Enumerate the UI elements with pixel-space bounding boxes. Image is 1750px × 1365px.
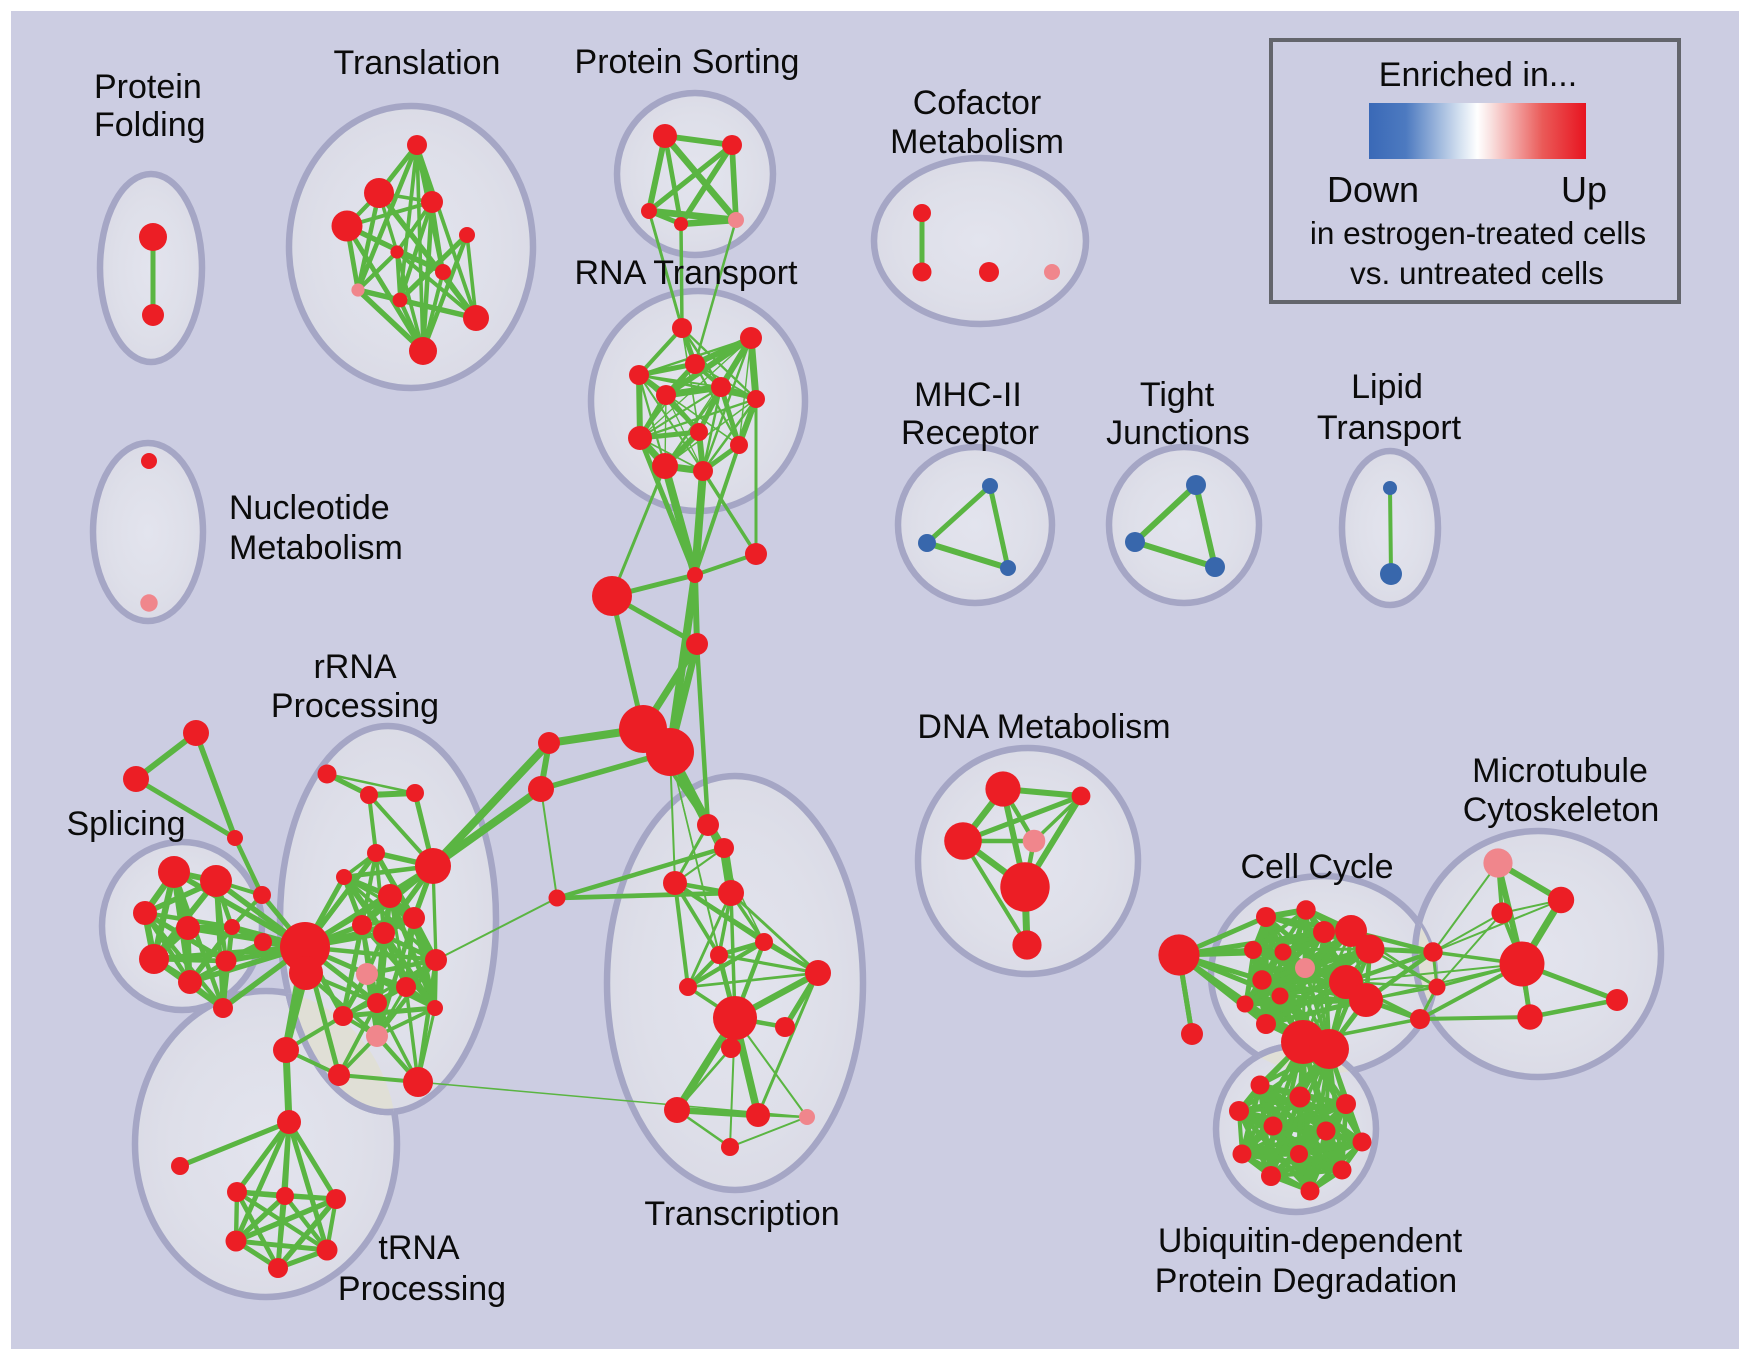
svg-text:rRNA: rRNA (313, 648, 396, 686)
svg-text:Protein Degradation: Protein Degradation (1155, 1262, 1457, 1300)
svg-text:Up: Up (1561, 169, 1607, 210)
svg-text:Protein: Protein (94, 68, 202, 106)
svg-text:vs. untreated cells: vs. untreated cells (1350, 255, 1604, 291)
svg-text:Cell Cycle: Cell Cycle (1240, 848, 1393, 886)
svg-text:Translation: Translation (334, 44, 501, 82)
svg-text:Nucleotide: Nucleotide (229, 489, 390, 527)
svg-text:Enriched in...: Enriched in... (1379, 56, 1577, 94)
svg-text:DNA Metabolism: DNA Metabolism (917, 708, 1170, 746)
svg-text:Protein Sorting: Protein Sorting (575, 43, 800, 81)
svg-text:MHC-II: MHC-II (914, 376, 1022, 414)
svg-text:Processing: Processing (271, 687, 439, 725)
svg-text:Metabolism: Metabolism (890, 123, 1064, 161)
svg-text:Receptor: Receptor (901, 414, 1039, 452)
svg-text:Splicing: Splicing (66, 805, 185, 843)
svg-text:tRNA: tRNA (378, 1229, 460, 1267)
svg-text:RNA Transport: RNA Transport (575, 254, 799, 292)
svg-text:Down: Down (1327, 169, 1419, 210)
svg-text:Metabolism: Metabolism (229, 529, 403, 567)
svg-text:Cofactor: Cofactor (913, 84, 1042, 122)
svg-text:Processing: Processing (338, 1270, 506, 1308)
svg-text:in estrogen-treated cells: in estrogen-treated cells (1310, 215, 1646, 251)
svg-text:Microtubule: Microtubule (1472, 752, 1648, 790)
svg-text:Folding: Folding (94, 106, 206, 144)
svg-text:Lipid: Lipid (1351, 368, 1423, 406)
svg-text:Ubiquitin-dependent: Ubiquitin-dependent (1158, 1222, 1463, 1260)
svg-text:Transport: Transport (1317, 409, 1462, 447)
svg-text:Transcription: Transcription (644, 1195, 839, 1233)
svg-text:Tight: Tight (1140, 376, 1215, 414)
svg-text:Cytoskeleton: Cytoskeleton (1463, 791, 1660, 829)
svg-text:Junctions: Junctions (1106, 414, 1250, 452)
